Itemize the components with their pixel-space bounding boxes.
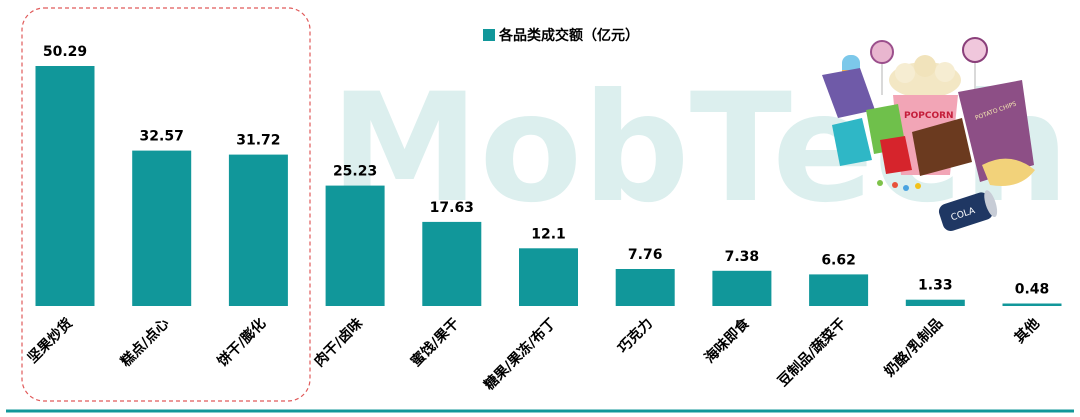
popcorn-label: POPCORN [904, 111, 954, 121]
category-tick-label: 坚果炒货 [24, 315, 76, 367]
bar [35, 66, 95, 306]
bar [325, 185, 385, 306]
category-tick-label: 其他 [1011, 315, 1043, 347]
category-tick-label: 海味即食 [701, 314, 753, 366]
bar-value-label: 17.63 [430, 200, 474, 216]
bar [1002, 303, 1062, 306]
category-tick-label: 巧克力 [614, 315, 656, 357]
category-tick-label: 豆制品/蔬菜干 [774, 315, 849, 390]
bar-value-label: 32.57 [140, 129, 184, 145]
category-tick-label: 饼干/膨化 [214, 315, 269, 370]
category-tick-label: 肉干/卤味 [311, 315, 366, 370]
highlight-box [21, 7, 311, 402]
bar [132, 150, 192, 306]
snack-illustration: POPCORN POTATO CHIPS [822, 37, 1035, 231]
bar [712, 270, 772, 306]
bar-value-label: 31.72 [236, 133, 280, 149]
legend-swatch [483, 29, 495, 41]
category-tick-label: 蜜饯/果干 [407, 315, 462, 370]
bar [615, 269, 675, 306]
bar-value-label: 1.33 [918, 278, 953, 294]
bar-value-label: 6.62 [821, 252, 856, 268]
bar [422, 221, 482, 306]
category-labels-layer: 坚果炒货 糕点/点心 饼干/膨化 肉干/卤味 蜜饯/果干 糖果/果冻/布丁 巧克力 海味即食豆… [24, 314, 1043, 393]
legend: 各品类成交额（亿元） [483, 27, 639, 44]
bar-value-label: 7.76 [628, 247, 663, 263]
bar-value-label: 0.48 [1015, 282, 1050, 298]
legend-label: 各品类成交额（亿元） [498, 27, 639, 44]
category-tick-label: 奶酪/乳制品 [881, 315, 946, 380]
bar-value-label: 12.1 [531, 226, 566, 242]
bar [809, 274, 869, 306]
bar [905, 299, 965, 306]
bar-value-label: 50.29 [43, 44, 87, 60]
category-tick-label: 糕点/点心 [117, 315, 173, 371]
bar [228, 154, 288, 306]
bar-value-label: 7.38 [725, 249, 760, 265]
value-labels-layer: 50.29 32.57 31.72 25.23 17.63 12.1 7.76 7.38 6.6… [43, 44, 1049, 298]
bar-value-label: 25.23 [333, 164, 377, 180]
bars-layer [35, 66, 1062, 306]
category-tick-label: 糖果/果冻/布丁 [481, 315, 560, 394]
bar [519, 248, 578, 306]
